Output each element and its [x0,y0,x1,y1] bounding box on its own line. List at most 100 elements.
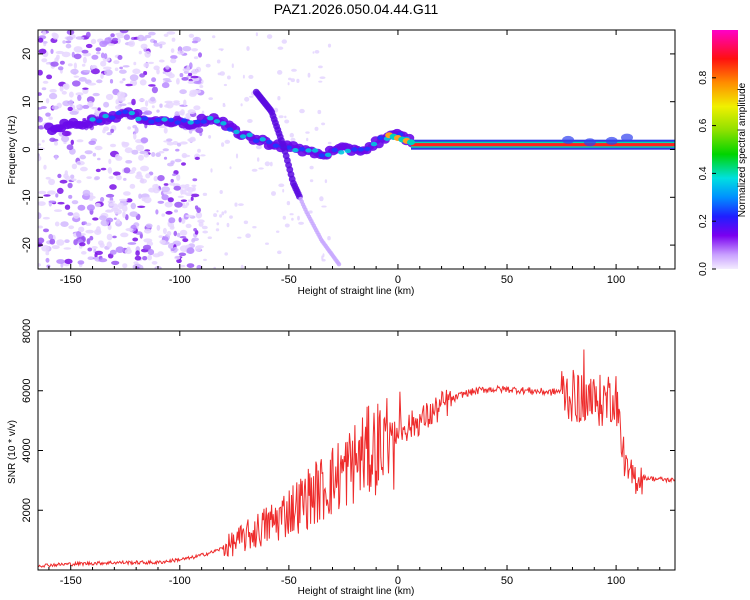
noise-blob [107,167,113,174]
noise-blob [282,215,286,220]
noise-blob [38,116,43,123]
noise-blob [145,100,149,107]
noise-blob [48,233,54,240]
noise-blob [148,31,156,36]
colorbar-label: Normalized spectral amplitude [737,82,748,217]
noise-blob [126,198,133,203]
noise-blob [148,61,154,65]
noise-blob [113,60,120,65]
noise-blob [38,69,43,76]
noise-blob [179,73,184,78]
noise-blob [43,194,51,197]
noise-blob [113,217,117,220]
noise-blob [202,230,209,234]
noise-blob [122,211,126,218]
noise-blob [238,203,244,207]
ridge-core [181,118,188,123]
noise-blob [246,46,250,51]
noise-blob [119,30,129,34]
noise-blob [38,155,42,162]
noise-blob [55,193,59,198]
noise-blob [297,215,300,221]
noise-blob [249,95,254,98]
noise-blob [49,92,58,100]
noise-blob [61,135,70,143]
ridge-core [135,116,142,122]
noise-blob [77,94,82,101]
colorbar-tick-label: 0.4 [698,166,709,180]
noise-blob [64,170,69,176]
noise-blob [163,33,169,37]
noise-blob [248,74,254,79]
noise-blob [322,253,325,258]
noise-blob [307,72,311,78]
ridge-core [298,147,306,152]
noise-blob [59,60,65,65]
noise-blob [99,215,107,221]
noise-blob [95,168,101,173]
noise-blob [286,201,291,206]
spectrogram-x-tick-label: -150 [60,274,82,286]
noise-blob [89,197,94,201]
noise-blob [290,78,295,83]
noise-blob [153,175,158,182]
noise-blob [165,80,172,83]
noise-blob [288,77,292,81]
noise-blob [265,242,269,245]
noise-blob [38,37,44,43]
noise-blob [78,226,85,233]
noise-blob [38,212,42,220]
noise-blob [161,82,170,89]
noise-blob [182,68,187,72]
noise-blob [131,167,137,172]
noise-blob [212,35,216,39]
noise-blob [91,54,99,60]
noise-blob [318,65,323,69]
noise-blob [157,251,164,257]
noise-blob [112,171,121,176]
noise-blob [140,43,148,50]
noise-blob [91,246,98,249]
noise-blob [207,236,212,239]
noise-blob [48,200,57,204]
noise-blob [266,34,273,39]
noise-blob [170,160,175,164]
noise-blob [142,244,152,250]
noise-blob [66,144,74,151]
noise-blob [194,205,199,210]
noise-blob [296,78,300,83]
noise-blob [319,196,324,202]
noise-blob [137,34,145,42]
noise-blob [242,74,245,79]
tone-onset [407,139,415,146]
noise-blob [49,89,57,93]
noise-blob [94,145,103,151]
noise-blob [73,46,83,53]
noise-blob [150,96,156,102]
noise-blob [68,225,75,230]
noise-blob [216,222,220,226]
ridge-core [213,119,221,124]
noise-blob [284,119,290,124]
noise-blob [129,211,138,218]
noise-blob [122,263,128,269]
noise-blob [75,92,84,96]
noise-blob [38,263,41,267]
noise-blob [47,190,56,195]
noise-blob [85,222,92,226]
noise-blob [197,148,201,153]
noise-blob [64,239,70,244]
noise-blob [140,106,148,111]
noise-blob [191,184,197,187]
noise-blob [182,46,192,52]
noise-blob [178,217,182,223]
noise-blob [116,91,126,99]
noise-blob [55,50,64,55]
ridge-core [194,119,201,125]
noise-blob [193,105,201,111]
colorbar-tick-label: 0.6 [698,118,709,132]
noise-blob [151,77,157,83]
noise-blob [92,152,97,157]
noise-blob [201,225,208,230]
ridge-core [311,148,319,153]
